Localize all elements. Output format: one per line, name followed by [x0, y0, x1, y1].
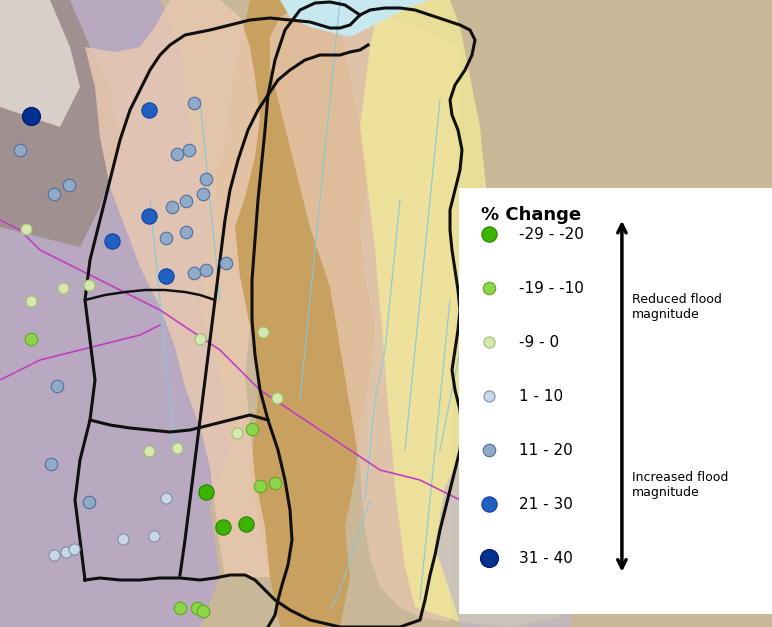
Polygon shape	[85, 0, 270, 577]
Text: 21 - 30: 21 - 30	[520, 497, 574, 512]
Text: % Change: % Change	[481, 206, 581, 224]
Polygon shape	[0, 0, 230, 627]
Text: -19 - -10: -19 - -10	[520, 281, 584, 296]
Text: -29 - -20: -29 - -20	[520, 226, 584, 241]
Polygon shape	[0, 0, 120, 247]
Text: 31 - 40: 31 - 40	[520, 551, 574, 566]
Text: Increased flood
magnitude: Increased flood magnitude	[632, 472, 728, 500]
Text: 11 - 20: 11 - 20	[520, 443, 573, 458]
Bar	[459, 188, 772, 614]
Polygon shape	[270, 0, 460, 622]
Polygon shape	[280, 0, 430, 37]
Text: 1 - 10: 1 - 10	[520, 389, 564, 404]
Polygon shape	[0, 0, 80, 127]
Polygon shape	[435, 457, 572, 627]
Polygon shape	[360, 0, 570, 627]
Polygon shape	[215, 0, 375, 627]
Text: -9 - 0: -9 - 0	[520, 335, 560, 350]
Text: Reduced flood
magnitude: Reduced flood magnitude	[632, 293, 722, 321]
